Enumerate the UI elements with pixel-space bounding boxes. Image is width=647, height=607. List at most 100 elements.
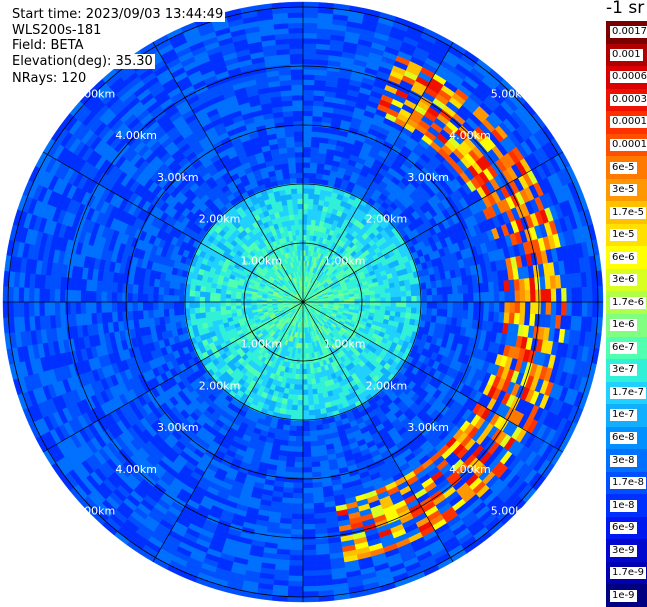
ppi-cell	[508, 312, 515, 325]
ppi-cell	[555, 288, 562, 303]
ppi-cell	[555, 301, 562, 316]
ppi-cell	[302, 115, 313, 122]
ppi-cell	[293, 472, 304, 479]
ppi-cell	[288, 565, 304, 572]
ppi-cell	[493, 311, 500, 323]
ppi-cell	[312, 492, 324, 499]
ppi-cell	[566, 301, 573, 317]
ppi-cell	[312, 115, 323, 123]
ppi-cell	[302, 394, 309, 401]
ppi-cell	[292, 492, 304, 499]
ppi-cell	[499, 291, 505, 303]
ppi-cell	[302, 523, 316, 530]
ppi-cell	[406, 301, 412, 308]
ppi-cell	[288, 560, 304, 566]
ppi-cell	[508, 279, 515, 292]
ppi-cell	[483, 301, 490, 312]
ppi-cell	[297, 405, 304, 411]
ppi-cell	[297, 394, 304, 401]
ppi-cell	[399, 285, 407, 292]
ppi-cell	[467, 310, 474, 321]
ppi-cell	[295, 436, 304, 442]
ppi-cell	[302, 513, 315, 520]
ppi-cell	[436, 308, 443, 317]
ppi-cell	[410, 307, 417, 315]
ppi-cell	[281, 497, 293, 504]
ppi-cell	[426, 295, 433, 303]
ppi-cell	[375, 301, 381, 307]
ppi-cell	[302, 177, 310, 184]
ppi-cell	[287, 591, 304, 598]
ppi-cell	[306, 363, 311, 370]
ppi-cell	[310, 440, 319, 447]
ppi-cell	[311, 388, 318, 395]
ppi-cell	[295, 441, 304, 448]
ppi-cell	[535, 289, 542, 303]
ppi-cell	[284, 409, 292, 416]
ppi-cell	[302, 239, 307, 246]
ppi-cell	[293, 467, 304, 473]
ppi-cell	[302, 219, 308, 225]
ppi-cell	[283, 419, 291, 426]
ppi-cell	[400, 290, 407, 298]
ppi-cell	[473, 301, 480, 312]
ppi-cell	[287, 580, 304, 587]
ppi-cell	[306, 373, 312, 380]
ppi-cell	[410, 313, 417, 321]
ppi-cell	[302, 6, 319, 13]
ppi-cell	[302, 503, 315, 510]
ppi-cell	[441, 286, 448, 295]
ppi-cell	[302, 539, 316, 546]
ppi-cell	[302, 436, 311, 442]
ppi-cell	[446, 286, 454, 295]
ppi-cell	[302, 554, 317, 561]
ppi-cell	[313, 90, 326, 97]
ppi-cell	[285, 403, 293, 411]
ppi-cell	[545, 288, 552, 303]
ppi-cell	[314, 409, 322, 416]
ppi-cell	[302, 213, 308, 220]
ppi-cell	[302, 446, 312, 453]
ppi-cell	[571, 287, 578, 303]
ppi-cell	[302, 89, 315, 96]
ppi-cell	[369, 294, 376, 299]
ppi-cell	[309, 172, 317, 179]
ppi-cell	[581, 301, 588, 318]
ppi-cell	[302, 451, 312, 458]
ppi-cell	[314, 188, 322, 195]
ppi-cell	[313, 193, 321, 201]
ppi-cell	[302, 358, 307, 365]
ppi-cell	[293, 482, 304, 489]
ppi-cell	[311, 131, 322, 138]
ppi-cell	[509, 301, 516, 314]
ppi-cell	[535, 301, 542, 315]
ppi-cell	[404, 284, 412, 292]
ppi-cell	[302, 374, 308, 380]
ppi-cell	[302, 43, 317, 50]
ppi-cell	[302, 48, 317, 55]
ppi-cell	[504, 301, 511, 314]
ppi-cell	[311, 471, 322, 478]
ppi-cell	[369, 301, 376, 307]
ppi-cell	[302, 27, 318, 34]
ppi-cell	[411, 301, 417, 309]
ppi-cell	[305, 353, 310, 360]
ppi-cell	[411, 295, 417, 303]
ppi-cell	[399, 312, 407, 319]
ppi-cell	[287, 445, 296, 453]
ppi-cell	[302, 560, 318, 566]
ppi-cell	[302, 224, 308, 230]
ppi-cell	[296, 420, 304, 427]
ppi-cell	[467, 283, 474, 294]
ppi-cell	[291, 508, 304, 515]
ppi-cell	[302, 472, 313, 479]
ppi-cell	[288, 430, 297, 437]
ppi-cell	[421, 308, 428, 316]
ppi-cell	[285, 461, 295, 468]
ppi-cell	[488, 301, 495, 313]
ppi-cell	[302, 363, 307, 370]
ppi-cell	[309, 430, 318, 437]
ppi-cell	[286, 456, 296, 463]
ppi-cell	[311, 136, 321, 143]
